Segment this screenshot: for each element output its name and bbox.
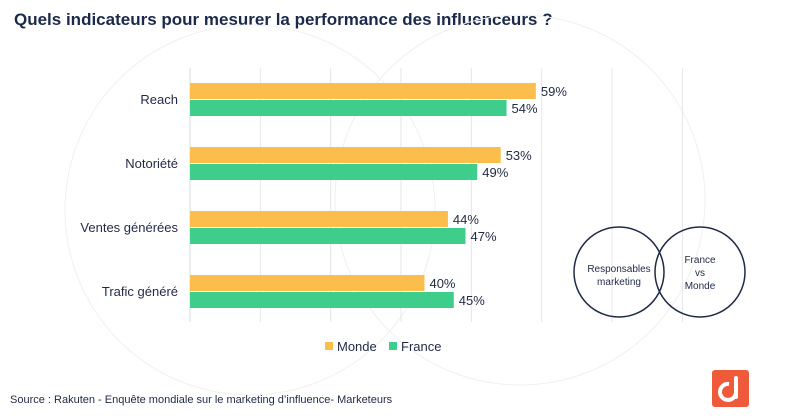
brand-logo	[712, 370, 749, 407]
bars	[190, 83, 536, 308]
chart-title: Quels indicateurs pour mesurer la perfor…	[14, 10, 553, 29]
legend-swatch-monde	[325, 342, 333, 350]
bar-france	[190, 228, 466, 244]
venn-circle-left	[573, 226, 665, 318]
value-label: 54%	[512, 101, 538, 116]
background-circle-left	[64, 24, 436, 396]
category-label: Reach	[140, 92, 178, 107]
value-label: 49%	[482, 165, 508, 180]
legend-label-monde: Monde	[337, 339, 377, 354]
bar-monde	[190, 83, 536, 99]
legend-swatch-france	[389, 342, 397, 350]
venn-left-label-line1: Responsables	[587, 264, 650, 275]
bar-monde	[190, 147, 501, 163]
category-label: Notoriété	[125, 156, 178, 171]
venn-left-label-line2: marketing	[597, 277, 641, 288]
category-labels: Reach Notoriété Ventes générées Trafic géné…	[80, 92, 178, 299]
bar-france	[190, 100, 507, 116]
bar-monde	[190, 275, 425, 291]
category-label: Trafic généré	[102, 284, 178, 299]
source-note: Source : Rakuten - Enquête mondiale sur …	[10, 394, 393, 406]
value-label: 45%	[459, 293, 485, 308]
legend: Monde France	[325, 339, 441, 354]
value-label: 47%	[471, 229, 497, 244]
venn-circle-right	[654, 226, 746, 318]
legend-label-france: France	[401, 339, 441, 354]
bar-france	[190, 164, 478, 180]
value-label: 53%	[506, 148, 532, 163]
background-circles	[64, 14, 706, 396]
value-label: 40%	[429, 276, 455, 291]
value-label: 59%	[541, 84, 567, 99]
background-circle-right	[334, 14, 706, 386]
venn-right-label-line2: vs	[695, 268, 705, 279]
venn-right-label-line1: France	[684, 255, 716, 266]
category-label: Ventes générées	[80, 220, 178, 235]
bar-monde	[190, 211, 448, 227]
venn-right-label-line3: Monde	[685, 281, 716, 292]
venn-diagram: Responsables marketing France vs Monde	[573, 226, 746, 318]
value-label: 44%	[453, 212, 479, 227]
value-labels: 59%54% 53% 49% 44% 47% 40% 45%	[429, 84, 567, 308]
bar-france	[190, 292, 454, 308]
